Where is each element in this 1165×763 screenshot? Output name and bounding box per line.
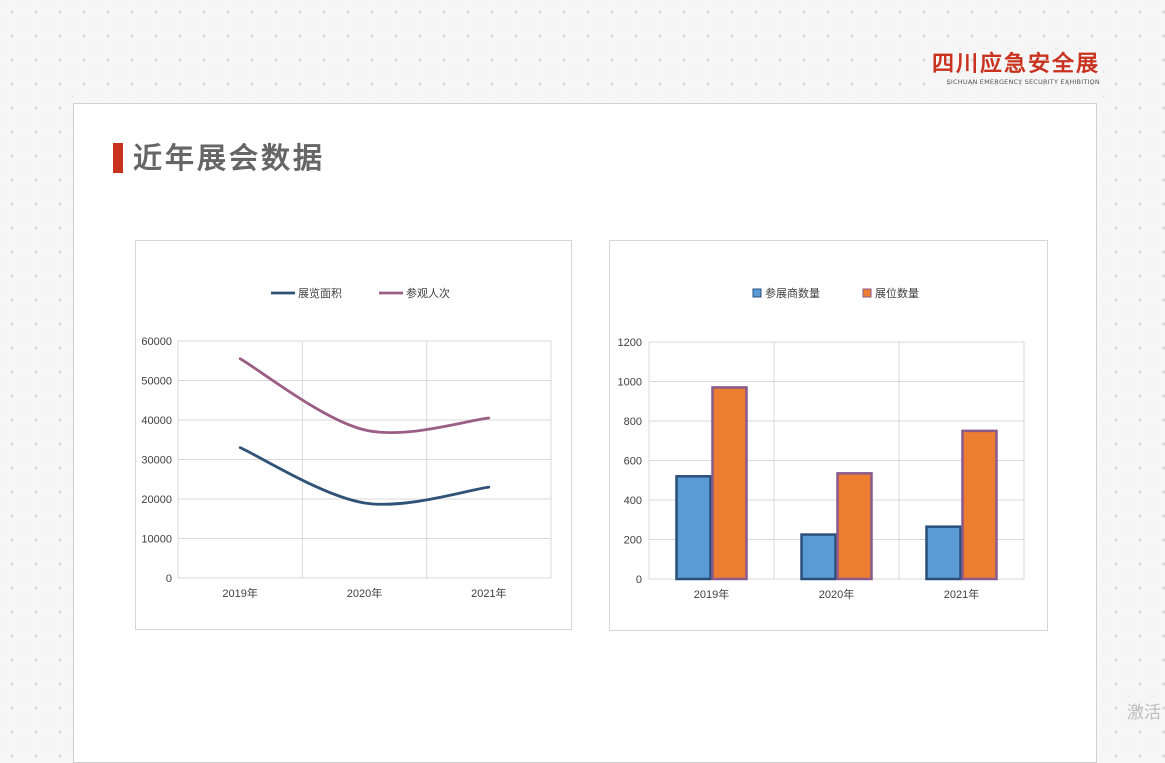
x-tick-label: 2020年 [347,586,382,600]
y-tick-label: 20000 [141,494,172,506]
legend-swatch [862,288,872,298]
legend-label: 参观人次 [406,286,450,300]
y-tick-label: 400 [624,495,642,507]
legend-swatch [752,288,762,298]
brand-logo: 四川应急安全展 SICHUAN EMERGENCY SECURITY EXHIB… [922,52,1100,87]
bar-series-2 [836,472,873,581]
legend-label: 参展商数量 [765,286,820,300]
legend-label: 展览面积 [298,286,342,300]
y-tick-label: 600 [624,456,642,468]
y-tick-label: 10000 [141,534,172,546]
line-chart: 0 10000 20000 30000 40000 50000 60000 2019年 2020… [141,286,552,600]
bar-series-1 [800,533,837,581]
y-tick-label: 0 [636,574,642,586]
y-tick-label: 40000 [141,415,172,427]
page-title: 近年展会数据 [133,141,326,175]
y-tick-label: 800 [624,416,642,428]
bar-series-1 [675,475,712,581]
legend-label: 展位数量 [875,286,919,300]
line-chart-box: 0 10000 20000 30000 40000 50000 60000 2019年 2020… [135,240,572,630]
y-tick-label: 50000 [141,376,172,388]
title-accent-bar [113,143,123,173]
x-tick-label: 2021年 [471,586,506,600]
bar-series-2 [711,386,748,581]
x-tick-label: 2019年 [222,586,257,600]
brand-name-cn: 四川应急安全展 [931,52,1100,77]
brand-name-en: SICHUAN EMERGENCY SECURITY EXHIBITION [946,78,1100,86]
y-tick-label: 200 [624,535,642,547]
x-tick-label: 2021年 [944,587,979,601]
bar-chart: 0 200 400 600 800 1000 1200 2019年 2020年 2021年 参展商数… [618,286,1025,601]
line-series-1 [238,446,491,506]
y-tick-label: 0 [166,573,172,585]
x-tick-label: 2020年 [819,587,854,601]
watermark-text: 激活 [1127,703,1161,723]
x-tick-label: 2019年 [694,587,729,601]
y-tick-label: 30000 [141,455,172,467]
y-tick-label: 1000 [618,377,642,389]
y-tick-label: 1200 [618,337,642,349]
bar-series-1 [925,525,962,581]
line-series-2 [238,357,491,434]
bar-chart-box: 0 200 400 600 800 1000 1200 2019年 2020年 2021年 参展商数… [609,240,1048,631]
y-tick-label: 60000 [141,336,172,348]
bar-series-2 [961,429,998,581]
